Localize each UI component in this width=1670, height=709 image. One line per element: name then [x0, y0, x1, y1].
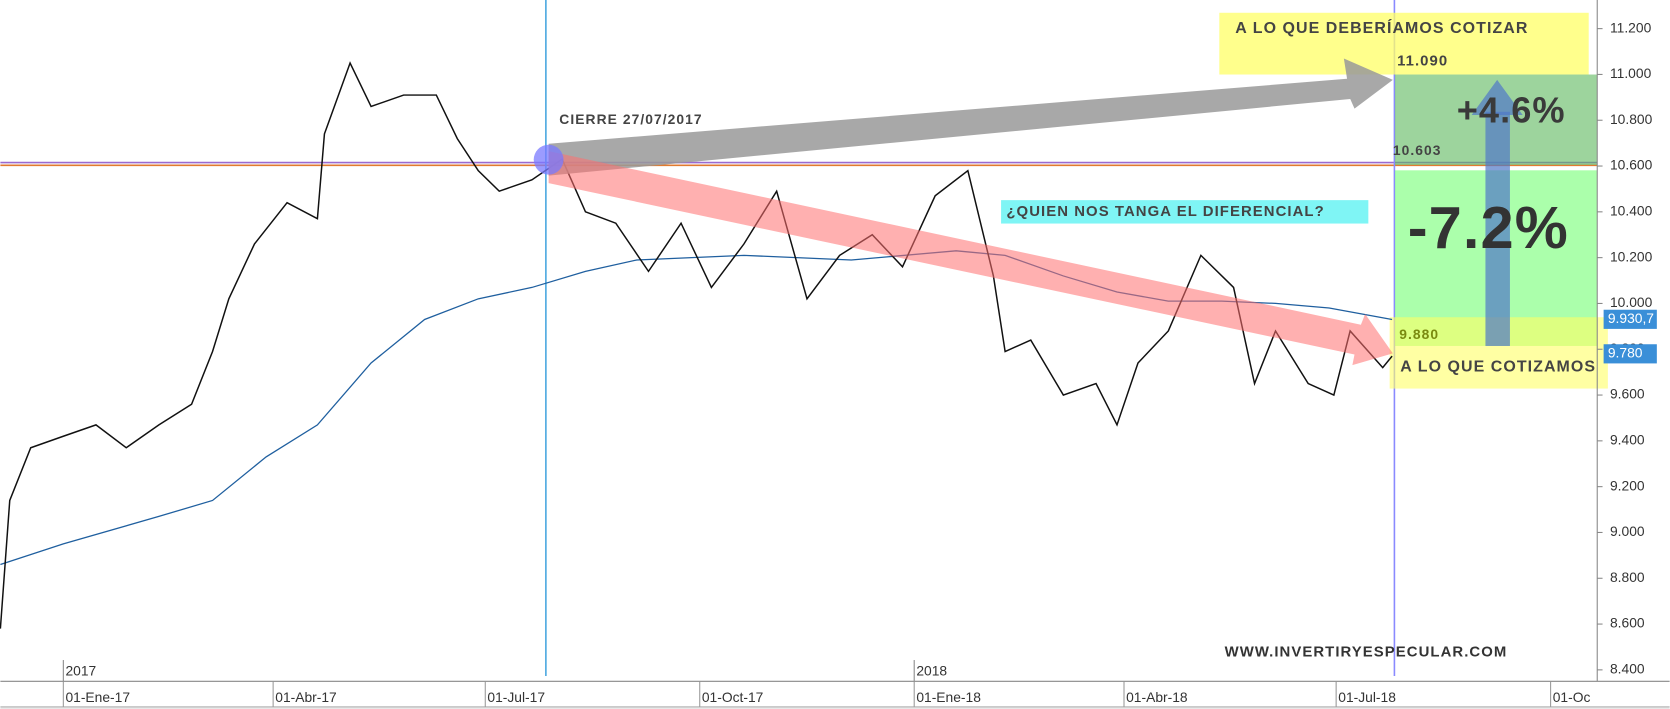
x-tick-label: 01-Ene-18 [916, 689, 981, 705]
y-tick-label: 11.200 [1610, 19, 1652, 35]
y-tick-label: 9.400 [1610, 432, 1645, 448]
blue-arrow-head [1471, 79, 1523, 115]
x-tick-label: 01-Oc [1553, 689, 1591, 705]
annotation: 9.880 [1399, 326, 1439, 342]
arrows [533, 58, 1523, 366]
y-tick-label: 11.000 [1610, 65, 1652, 81]
y-tick-label: 9.600 [1610, 386, 1645, 402]
price-tag [1603, 309, 1657, 329]
annotation: A LO QUE DEBERÍAMOS COTIZAR [1235, 18, 1528, 37]
annotation: -7.2% [1408, 194, 1569, 261]
y-tick-label: 9.200 [1610, 477, 1645, 493]
x-tick-label: 01-Ene-17 [65, 689, 130, 705]
annotation: A LO QUE COTIZAMOS [1400, 358, 1596, 375]
blue-arrow-shaft [1485, 111, 1510, 346]
reference-lines [0, 0, 1598, 676]
annotation: 10.603 [1393, 142, 1442, 158]
y-tick-label: 10.400 [1610, 202, 1653, 218]
gray-arrow [548, 58, 1393, 176]
y-tick-label: 10.800 [1610, 111, 1653, 127]
red-arrow [548, 151, 1393, 366]
price-tag-label: 9.780 [1608, 344, 1643, 360]
x-tick-label: 01-Jul-17 [487, 689, 545, 705]
y-tick-label: 10.200 [1610, 248, 1653, 264]
y-tick-label: 8.400 [1610, 661, 1645, 677]
year-label: 2018 [916, 662, 947, 678]
annotation: WWW.INVERTIRYESPECULAR.COM [1225, 645, 1508, 661]
y-tick-label: 10.000 [1610, 294, 1653, 310]
x-tick-label: 01-Jul-18 [1338, 689, 1396, 705]
close-marker [533, 144, 564, 175]
x-tick-label: 01-Oct-17 [702, 689, 763, 705]
scroll-strip [0, 706, 1670, 709]
y-tick-label: 9.000 [1610, 523, 1645, 539]
price-tag-label: 9.930,7 [1608, 310, 1654, 326]
annotations: A LO QUE DEBERÍAMOS COTIZAR 11.090 CIERR… [559, 18, 1596, 661]
price-tag [1603, 344, 1657, 364]
y-tick-label: 8.800 [1610, 569, 1645, 585]
x-tick-label: 01-Abr-18 [1126, 689, 1188, 705]
x-tick-label: 01-Abr-17 [275, 689, 337, 705]
cyan-box [1001, 200, 1369, 224]
annotation: CIERRE 27/07/2017 [559, 111, 702, 127]
year-label: 2017 [65, 662, 96, 678]
annotation: 11.090 [1397, 54, 1448, 70]
annotation: ¿QUIEN NOS TANGA EL DIFERENCIAL? [1006, 204, 1324, 220]
annotation: +4.6% [1457, 89, 1566, 130]
y-tick-label: 8.600 [1610, 615, 1645, 631]
y-tick-label: 10.600 [1610, 157, 1653, 173]
yellow-box [1219, 12, 1589, 75]
